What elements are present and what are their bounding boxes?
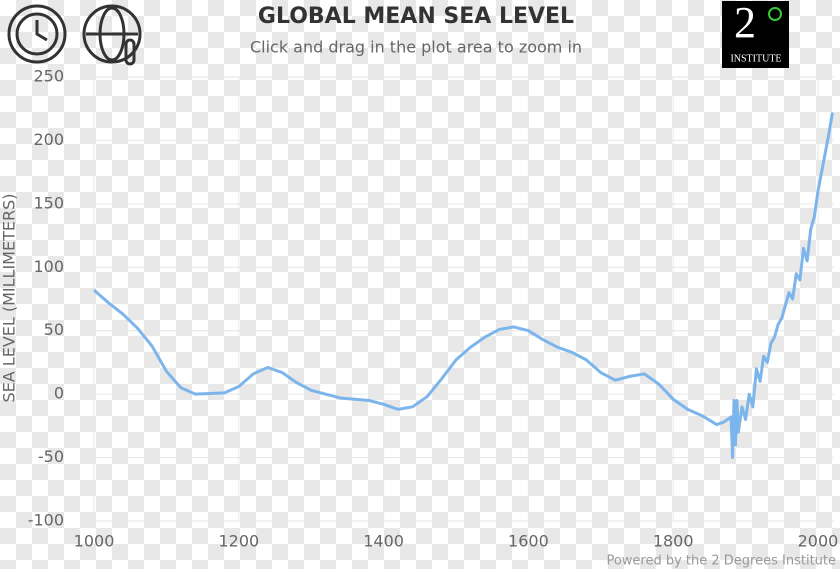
chart-subtitle: Click and drag in the plot area to zoom … — [250, 38, 582, 57]
y-tick-label: -50 — [38, 447, 64, 466]
x-tick-label: 1400 — [363, 532, 404, 551]
x-tick-label: 2000 — [798, 532, 839, 551]
x-tick-label: 1000 — [74, 532, 115, 551]
y-tick-label: 50 — [44, 320, 64, 339]
logo-number: 2 — [734, 0, 756, 47]
y-tick-label: -100 — [28, 511, 64, 530]
logo-text: INSTITUTE — [730, 53, 781, 64]
y-tick-label: 0 — [54, 384, 64, 403]
chart-title: GLOBAL MEAN SEA LEVEL — [258, 4, 574, 29]
x-tick-label: 1600 — [508, 532, 549, 551]
y-tick-label: 100 — [33, 257, 64, 276]
y-tick-label: 150 — [33, 193, 64, 212]
credit[interactable]: Powered by the 2 Degrees Institute — [606, 554, 836, 569]
globe-icon[interactable] — [82, 4, 142, 66]
x-tick-label: 1200 — [218, 532, 259, 551]
logo[interactable]: 2 INSTITUTE — [722, 0, 789, 68]
history-icon[interactable] — [7, 4, 67, 64]
y-tick-label: 200 — [33, 130, 64, 149]
data-line — [93, 112, 834, 460]
x-tick-label: 1800 — [653, 532, 694, 551]
y-tick-label: 250 — [33, 67, 64, 86]
y-axis-label: SEA LEVEL (MILLIMETERS) — [0, 194, 19, 403]
